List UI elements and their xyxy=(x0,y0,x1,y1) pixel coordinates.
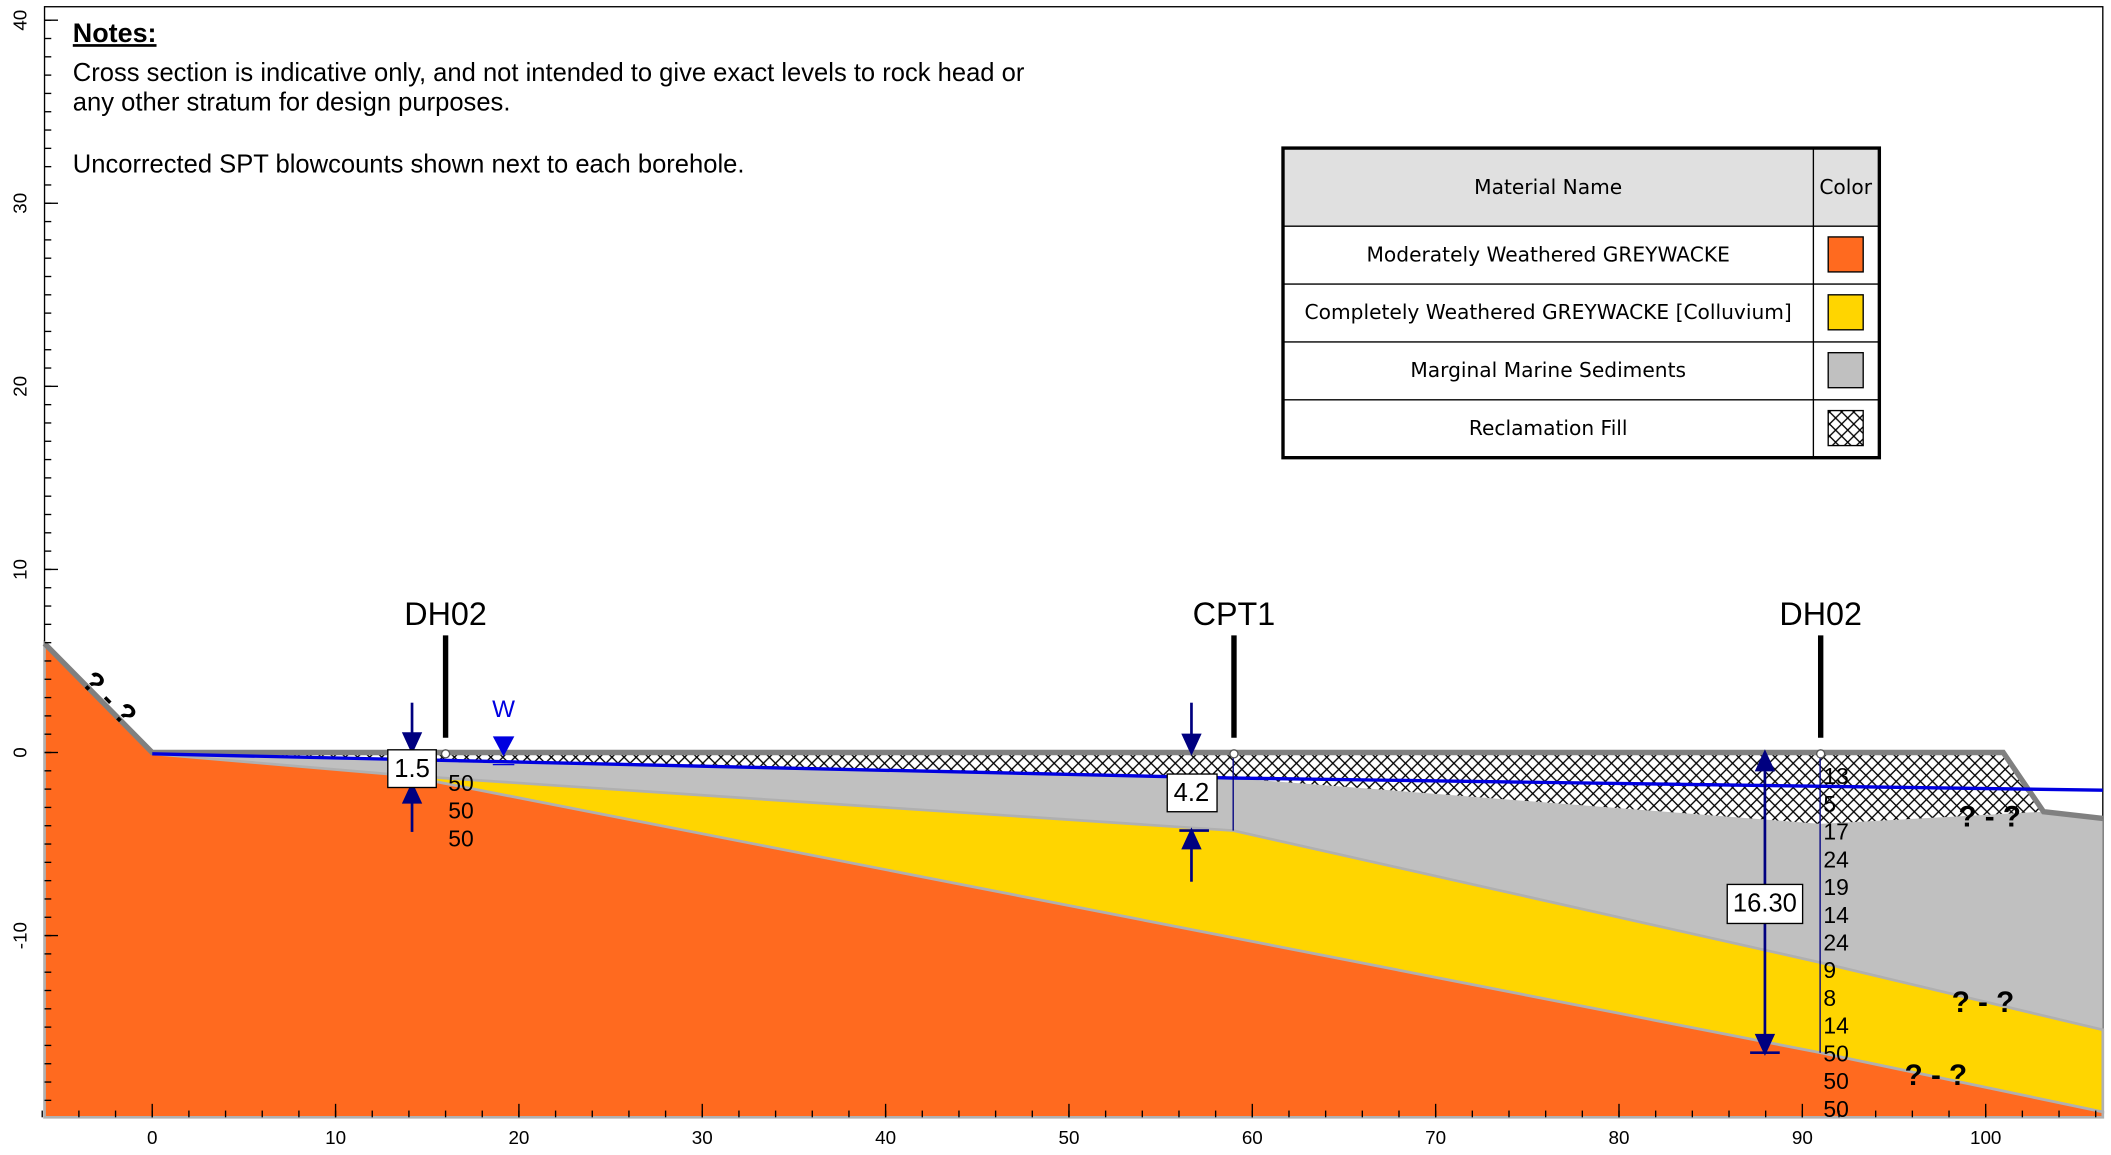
notes-title: Notes: xyxy=(73,18,157,48)
borehole-label: DH02 xyxy=(404,596,487,632)
legend-header xyxy=(1283,148,1880,227)
uncertainty-mark: ? - ? xyxy=(1958,800,2021,833)
reclamation-fill xyxy=(152,752,2044,824)
legend-frame xyxy=(1281,146,1882,460)
legend-header-text: Color xyxy=(1819,175,1872,199)
spt-value: 9 xyxy=(1823,957,1836,983)
spt-value: 14 xyxy=(1823,902,1849,928)
spt-value: 8 xyxy=(1823,985,1836,1011)
legend-swatch xyxy=(1827,236,1864,273)
x-tick-label: 80 xyxy=(1609,1127,1630,1148)
y-tick-label: 30 xyxy=(10,193,31,214)
spt-value: 50 xyxy=(1823,1068,1848,1094)
dimension-label: 4.2 xyxy=(1174,779,1210,807)
legend-swatch xyxy=(1827,294,1864,331)
legend-header-text: Material Name xyxy=(1474,175,1622,199)
y-tick-label: 10 xyxy=(10,559,31,580)
dimension-arrows xyxy=(401,702,1780,1056)
legend-name: Marginal Marine Sediments xyxy=(1410,358,1686,382)
x-tick-label: 20 xyxy=(508,1127,529,1148)
spt-value: 50 xyxy=(1823,1096,1848,1122)
spt-value: 50 xyxy=(448,825,473,851)
x-tick-label: 70 xyxy=(1425,1127,1446,1148)
legend-name: Reclamation Fill xyxy=(1469,416,1628,440)
borehole-node xyxy=(1815,749,1826,759)
spt-value: 24 xyxy=(1823,846,1849,872)
spt-value: 14 xyxy=(1823,1013,1849,1039)
marine-sediments xyxy=(152,752,2103,1030)
borehole-label: CPT1 xyxy=(1193,596,1276,632)
legend-name: Completely Weathered GREYWACKE [Colluviu… xyxy=(1305,300,1792,324)
spt-value: 50 xyxy=(1823,1040,1848,1066)
uncertainty-mark: ? - ? xyxy=(1952,986,2015,1019)
spt-value: 13 xyxy=(1823,763,1848,789)
uncertainty-mark: ? - ? xyxy=(1905,1059,1968,1092)
spt-value: 50 xyxy=(448,798,473,824)
water-symbol xyxy=(492,736,515,757)
y-tick-label: 20 xyxy=(10,376,31,397)
borehole-node xyxy=(440,749,451,759)
ground-surface xyxy=(42,641,2104,822)
notes-line: any other stratum for design purposes. xyxy=(73,88,511,116)
x-tick-label: 100 xyxy=(1970,1127,2001,1148)
dimension-label: 1.5 xyxy=(394,755,430,783)
legend-swatch xyxy=(1827,352,1864,389)
legend: Material Name Color Moderately Weathered… xyxy=(1281,146,1882,460)
x-tick-label: 60 xyxy=(1242,1127,1263,1148)
notes-line: Uncorrected SPT blowcounts shown next to… xyxy=(73,150,745,178)
borehole-label: DH02 xyxy=(1779,596,1862,632)
x-tick-label: 0 xyxy=(147,1127,157,1148)
x-tick-label: 50 xyxy=(1058,1127,1079,1148)
spt-value: 19 xyxy=(1823,874,1848,900)
spt-value: 5 xyxy=(1823,791,1836,817)
legend-swatch xyxy=(1827,409,1864,447)
spt-value: 24 xyxy=(1823,930,1849,956)
x-tick-label: 40 xyxy=(875,1127,896,1148)
legend-name: Moderately Weathered GREYWACKE xyxy=(1367,242,1730,266)
x-tick-label: 10 xyxy=(325,1127,346,1148)
borehole-node xyxy=(1229,749,1239,759)
x-tick-label: 90 xyxy=(1792,1127,1813,1148)
dimension-box xyxy=(387,749,437,789)
greywacke xyxy=(43,640,2105,1119)
y-tick-label: 0 xyxy=(10,747,31,757)
dimension-label: 16.30 xyxy=(1733,889,1797,917)
dimension-box xyxy=(1726,883,1804,925)
x-tick-label: 30 xyxy=(692,1127,713,1148)
y-tick-label: -10 xyxy=(10,922,31,949)
y-tick-label: 40 xyxy=(10,10,31,31)
spt-value: 50 xyxy=(448,770,473,796)
spt-value: 17 xyxy=(1823,819,1848,845)
dimension-box xyxy=(1166,773,1218,813)
notes-line: Cross section is indicative only, and no… xyxy=(73,59,1025,87)
water-label: W xyxy=(492,696,515,723)
